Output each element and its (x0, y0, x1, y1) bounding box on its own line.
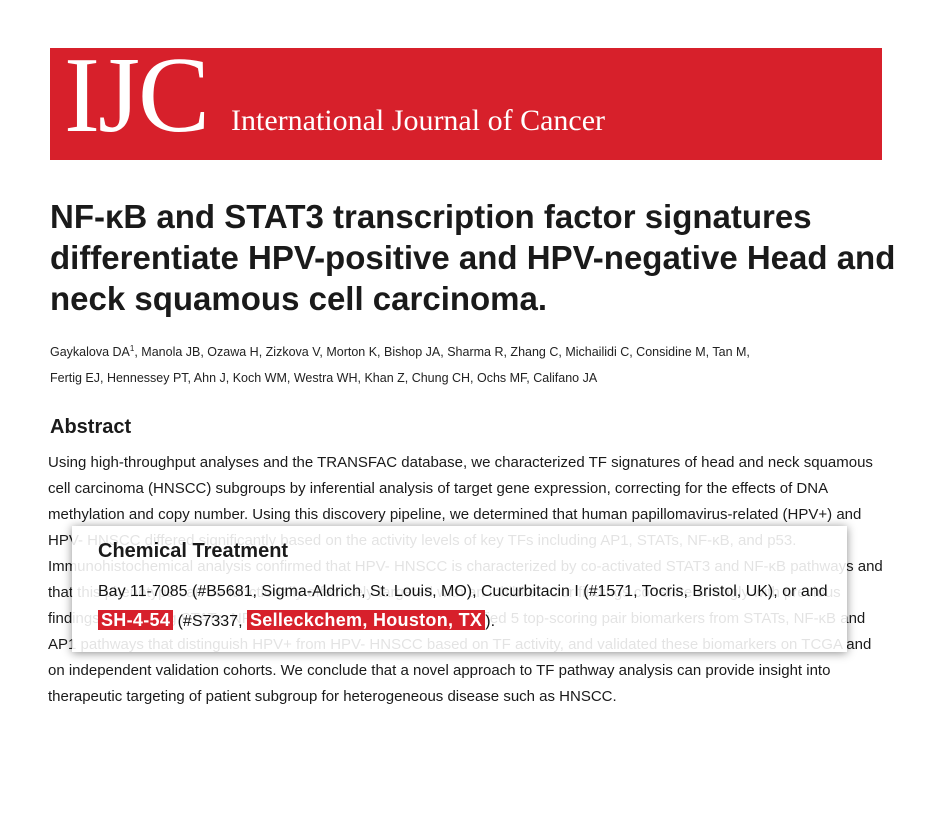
abstract-heading: Abstract (50, 416, 132, 438)
chemical-treatment-callout: Chemical Treatment Bay 11-7085 (#B5681, … (72, 526, 847, 652)
journal-logo-mark: IJC (64, 48, 210, 155)
author-affiliation-marker: 1 (129, 344, 135, 353)
article-title: NF-κB and STAT3 transcription factor sig… (50, 198, 896, 317)
highlight-compound: SH-4-54 (98, 610, 174, 630)
author-list-line2: Fertig EJ, Hennessey PT, Ahn J, Koch WM,… (50, 371, 598, 386)
callout-title: Chemical Treatment (98, 540, 289, 562)
first-author: Gaykalova DA (50, 345, 130, 360)
callout-text-part1: Bay 11-7085 (#B5681, Sigma-Aldrich, St. … (98, 583, 828, 600)
callout-text-part2: (#S7337, (173, 613, 247, 630)
callout-text-part3: ). (485, 613, 496, 630)
callout-body: Bay 11-7085 (#B5681, Sigma-Aldrich, St. … (98, 578, 848, 636)
highlight-supplier: Selleckchem, Houston, TX (246, 610, 486, 630)
journal-name: International Journal of Cancer (231, 104, 606, 137)
author-list: Gaykalova DA1, Manola JB, Ozawa H, Zizko… (50, 336, 890, 391)
journal-banner: IJC International Journal of Cancer (50, 48, 882, 160)
author-list-line1-rest: , Manola JB, Ozawa H, Zizkova V, Morton … (134, 345, 750, 360)
